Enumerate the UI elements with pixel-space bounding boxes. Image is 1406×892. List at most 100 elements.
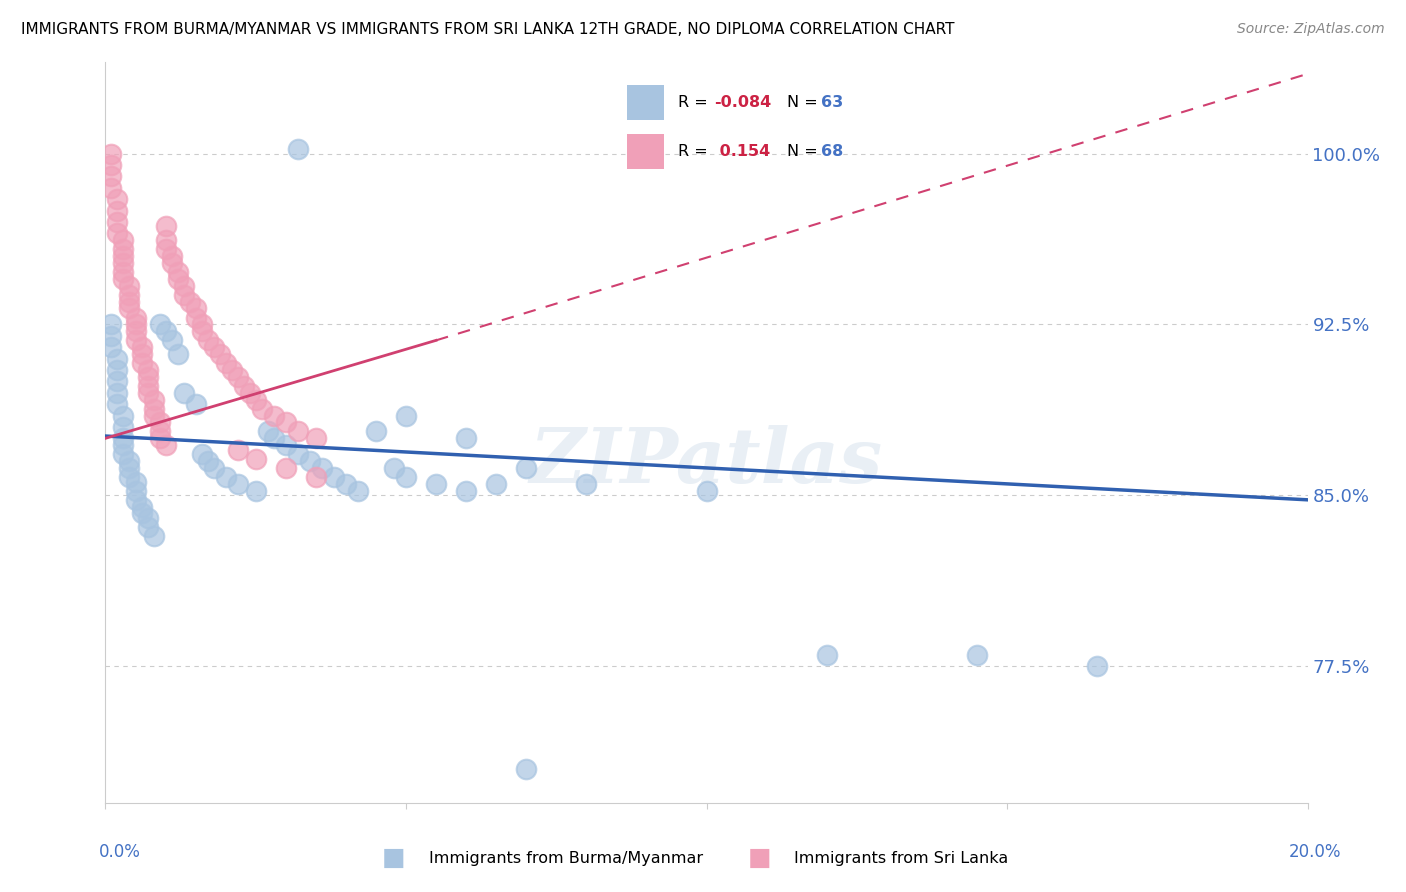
Point — [184, 397, 207, 411]
Point — [148, 318, 170, 332]
Point — [202, 461, 225, 475]
Point — [107, 363, 129, 377]
Point — [124, 334, 146, 348]
Point — [166, 347, 188, 361]
Point — [245, 483, 267, 498]
Point — [136, 369, 159, 384]
Point — [118, 454, 141, 468]
Point — [208, 347, 231, 361]
Point — [515, 461, 537, 475]
Point — [100, 169, 122, 184]
Point — [155, 233, 177, 247]
Point — [112, 249, 135, 263]
Point — [184, 310, 207, 325]
Point — [100, 318, 122, 332]
Text: R =: R = — [678, 95, 713, 110]
Point — [131, 347, 153, 361]
Point — [305, 470, 328, 484]
Point — [179, 294, 201, 309]
Point — [136, 385, 159, 400]
Point — [287, 425, 309, 439]
Text: N =: N = — [787, 145, 824, 160]
Point — [118, 301, 141, 316]
Point — [197, 454, 219, 468]
Point — [263, 409, 285, 423]
Point — [142, 529, 165, 543]
Point — [274, 461, 297, 475]
Point — [112, 409, 135, 423]
Text: ■: ■ — [748, 846, 770, 870]
Point — [136, 520, 159, 534]
Point — [263, 431, 285, 445]
Point — [575, 476, 598, 491]
Point — [395, 409, 418, 423]
Text: ZIPatlas: ZIPatlas — [530, 425, 883, 500]
Point — [515, 762, 537, 776]
Text: ■: ■ — [382, 846, 405, 870]
Point — [966, 648, 988, 662]
Point — [107, 385, 129, 400]
Point — [112, 272, 135, 286]
Point — [124, 492, 146, 507]
Point — [148, 416, 170, 430]
Point — [226, 476, 249, 491]
Point — [155, 324, 177, 338]
Point — [136, 379, 159, 393]
Point — [100, 340, 122, 354]
Point — [214, 470, 236, 484]
Point — [305, 431, 328, 445]
Point — [142, 409, 165, 423]
Point — [274, 416, 297, 430]
Point — [456, 483, 478, 498]
Point — [112, 447, 135, 461]
Point — [136, 363, 159, 377]
Point — [197, 334, 219, 348]
Point — [160, 256, 183, 270]
Text: IMMIGRANTS FROM BURMA/MYANMAR VS IMMIGRANTS FROM SRI LANKA 12TH GRADE, NO DIPLOM: IMMIGRANTS FROM BURMA/MYANMAR VS IMMIGRA… — [21, 22, 955, 37]
Point — [112, 431, 135, 445]
Point — [173, 287, 195, 301]
Point — [107, 215, 129, 229]
Point — [118, 287, 141, 301]
Point — [100, 328, 122, 343]
Point — [1085, 659, 1108, 673]
Point — [226, 369, 249, 384]
Point — [124, 318, 146, 332]
Point — [124, 310, 146, 325]
Point — [131, 500, 153, 514]
Point — [815, 648, 838, 662]
Point — [107, 192, 129, 206]
Point — [322, 470, 344, 484]
Point — [250, 401, 273, 416]
Point — [245, 451, 267, 466]
Point — [112, 256, 135, 270]
Bar — [627, 85, 664, 120]
Point — [190, 447, 212, 461]
Text: R =: R = — [678, 145, 713, 160]
Point — [274, 438, 297, 452]
Point — [347, 483, 370, 498]
Point — [226, 442, 249, 457]
Text: 20.0%: 20.0% — [1288, 843, 1341, 861]
Point — [155, 438, 177, 452]
Point — [190, 318, 212, 332]
Bar — [627, 135, 664, 169]
Point — [256, 425, 278, 439]
Point — [100, 180, 122, 194]
Point — [124, 324, 146, 338]
Point — [112, 242, 135, 256]
Point — [112, 438, 135, 452]
Point — [456, 431, 478, 445]
Point — [173, 385, 195, 400]
Point — [124, 475, 146, 489]
Point — [239, 385, 262, 400]
Point — [335, 476, 357, 491]
Point — [287, 142, 309, 156]
Point — [100, 146, 122, 161]
Point — [184, 301, 207, 316]
Point — [118, 461, 141, 475]
Text: 0.154: 0.154 — [714, 145, 770, 160]
Point — [425, 476, 447, 491]
Point — [287, 447, 309, 461]
Text: N =: N = — [787, 95, 824, 110]
